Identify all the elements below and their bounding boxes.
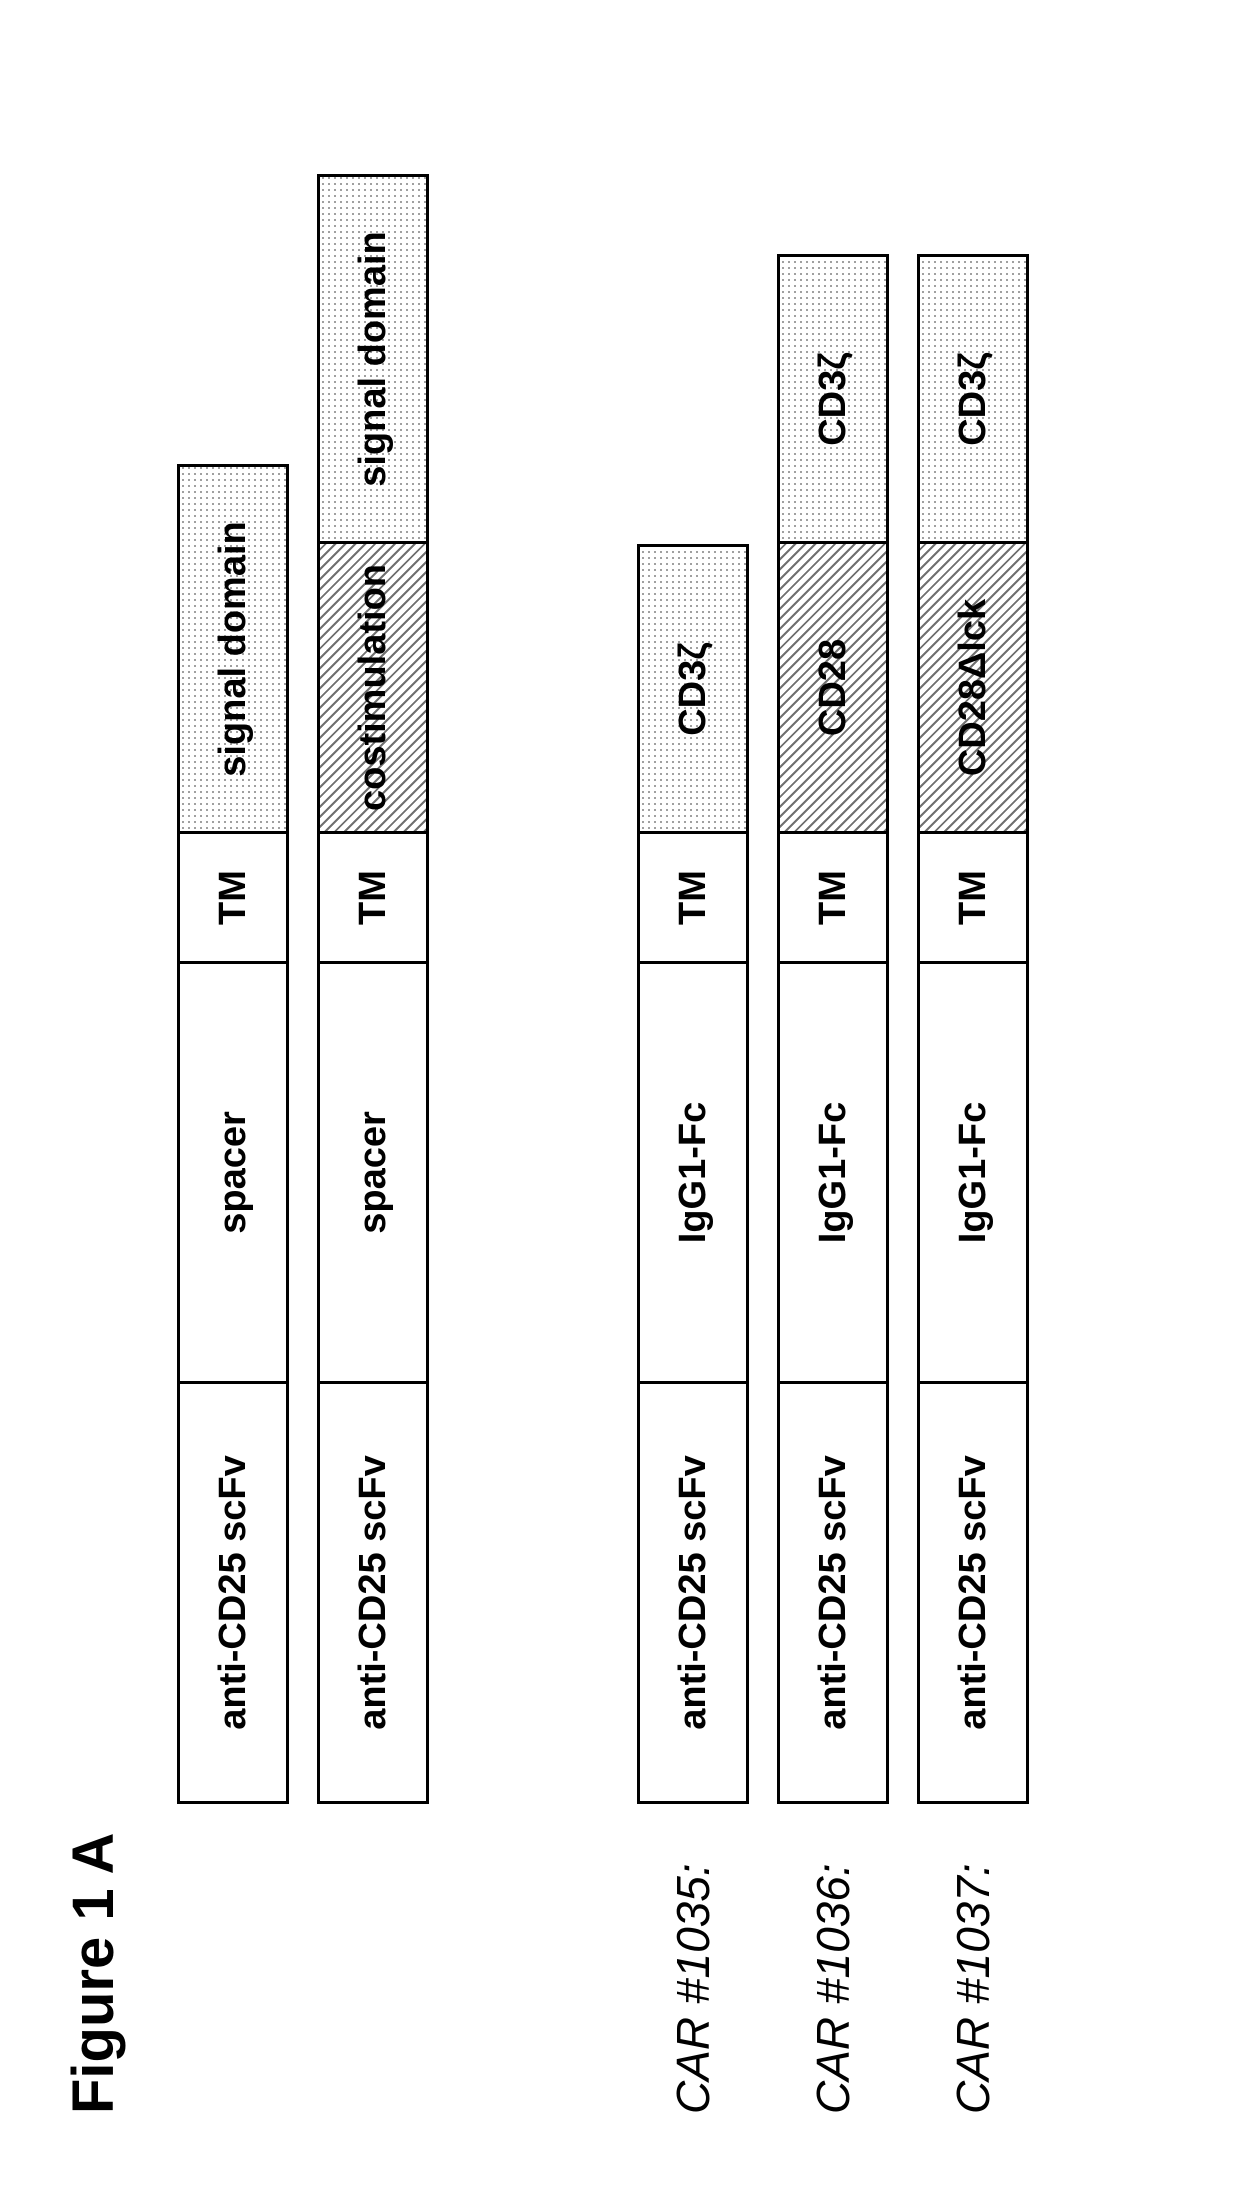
segment-tm: TM	[777, 834, 889, 964]
segment-label: TM	[812, 870, 855, 925]
segment-label: anti-CD25 scFv	[672, 1455, 715, 1730]
segment-label: TM	[212, 870, 255, 925]
construct-label	[317, 1804, 429, 2114]
construct-row: CAR #1036: anti-CD25 scFv IgG1-Fc TM CD28 CD3…	[777, 60, 889, 2114]
segment-label: spacer	[212, 1111, 255, 1234]
segment-label: anti-CD25 scFv	[812, 1455, 855, 1730]
construct: anti-CD25 scFv IgG1-Fc TM CD28 CD3ζ	[777, 254, 889, 1804]
segment-signal-domain: signal domain	[177, 464, 289, 834]
segment-label: spacer	[352, 1111, 395, 1234]
construct-label: CAR #1035:	[637, 1804, 749, 2114]
construct: anti-CD25 scFv IgG1-Fc TM CD3ζ	[637, 544, 749, 1804]
segment-cd3-: CD3ζ	[637, 544, 749, 834]
generic-constructs: anti-CD25 scFvspacerTMsignal domainanti-…	[177, 60, 429, 2114]
segment-label: signal domain	[352, 231, 395, 486]
segment-tm: TM	[917, 834, 1029, 964]
segment-spacer: spacer	[317, 964, 429, 1384]
figure-title: Figure 1 A	[60, 60, 127, 2114]
construct-row: CAR #1035: anti-CD25 scFv IgG1-Fc TM CD3ζ	[637, 60, 749, 2114]
segment-label: TM	[352, 870, 395, 925]
construct-label: CAR #1037:	[917, 1804, 1029, 2114]
construct-label	[177, 1804, 289, 2114]
segment-label: anti-CD25 scFv	[352, 1455, 395, 1730]
segment-cd28-lck: CD28Δlck	[917, 544, 1029, 834]
construct: anti-CD25 scFv IgG1-Fc TM CD28Δlck CD3ζ	[917, 254, 1029, 1804]
segment-anti-cd25-scfv: anti-CD25 scFv	[317, 1384, 429, 1804]
construct-label: CAR #1036:	[777, 1804, 889, 2114]
segment-cd3-: CD3ζ	[777, 254, 889, 544]
segment-label: signal domain	[212, 521, 255, 776]
segment-label: TM	[952, 870, 995, 925]
segment-igg1-fc: IgG1-Fc	[777, 964, 889, 1384]
car-constructs: CAR #1035:anti-CD25 scFvIgG1-FcTMCD3ζCAR…	[637, 60, 1029, 2114]
segment-tm: TM	[637, 834, 749, 964]
construct-row: anti-CD25 scFv spacer TM signal domain	[177, 60, 289, 2114]
segment-label: IgG1-Fc	[812, 1102, 855, 1243]
segment-cd28: CD28	[777, 544, 889, 834]
segment-cd3-: CD3ζ	[917, 254, 1029, 544]
construct-row: CAR #1037: anti-CD25 scFv IgG1-Fc TM CD28Δlc…	[917, 60, 1029, 2114]
segment-label: anti-CD25 scFv	[952, 1455, 995, 1730]
segment-label: anti-CD25 scFv	[212, 1455, 255, 1730]
segment-igg1-fc: IgG1-Fc	[917, 964, 1029, 1384]
construct: anti-CD25 scFv spacer TM costimulation signa…	[317, 174, 429, 1804]
segment-label: CD3ζ	[672, 642, 715, 736]
segment-anti-cd25-scfv: anti-CD25 scFv	[177, 1384, 289, 1804]
segment-costimulation: costimulation	[317, 544, 429, 834]
segment-label: IgG1-Fc	[672, 1102, 715, 1243]
segment-label: CD3ζ	[952, 352, 995, 446]
segment-anti-cd25-scfv: anti-CD25 scFv	[637, 1384, 749, 1804]
segment-spacer: spacer	[177, 964, 289, 1384]
segment-label: costimulation	[352, 564, 395, 811]
section-gap	[457, 60, 637, 2114]
segment-label: IgG1-Fc	[952, 1102, 995, 1243]
segment-igg1-fc: IgG1-Fc	[637, 964, 749, 1384]
segment-label: CD28	[812, 639, 855, 736]
segment-anti-cd25-scfv: anti-CD25 scFv	[777, 1384, 889, 1804]
segment-tm: TM	[177, 834, 289, 964]
segment-tm: TM	[317, 834, 429, 964]
construct-row: anti-CD25 scFv spacer TM costimulation signa…	[317, 60, 429, 2114]
segment-label: CD3ζ	[812, 352, 855, 446]
segment-label: CD28Δlck	[952, 599, 995, 776]
segment-anti-cd25-scfv: anti-CD25 scFv	[917, 1384, 1029, 1804]
construct: anti-CD25 scFv spacer TM signal domain	[177, 464, 289, 1804]
segment-signal-domain: signal domain	[317, 174, 429, 544]
segment-label: TM	[672, 870, 715, 925]
